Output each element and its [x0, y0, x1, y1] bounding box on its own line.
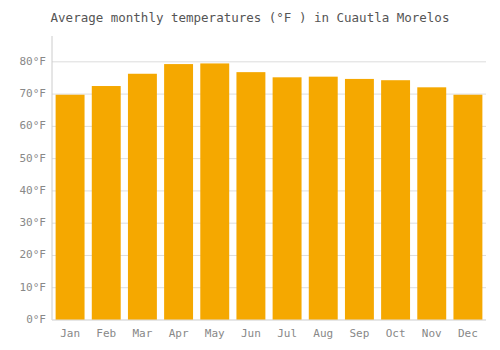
- x-tick-label: Nov: [422, 327, 442, 340]
- x-tick-label: Sep: [349, 327, 369, 340]
- grid-line: [52, 61, 486, 62]
- bar: [273, 77, 302, 320]
- x-tick-label: Jul: [277, 327, 297, 340]
- grid-line: [52, 320, 486, 321]
- bar: [453, 95, 482, 320]
- x-tick-label: Oct: [386, 327, 406, 340]
- bar: [128, 74, 157, 320]
- y-tick-label: 50°F: [20, 152, 47, 165]
- bar: [345, 79, 374, 320]
- y-tick-label: 0°F: [26, 313, 46, 326]
- bar: [309, 77, 338, 320]
- x-tick-label: Mar: [132, 327, 152, 340]
- bar: [236, 72, 265, 320]
- y-axis-line: [52, 36, 53, 320]
- x-tick-label: Apr: [169, 327, 189, 340]
- bar: [92, 86, 121, 320]
- y-tick-label: 80°F: [20, 55, 47, 68]
- x-tick-label: Feb: [96, 327, 116, 340]
- bar: [164, 64, 193, 320]
- title: Average monthly temperatures (°F ) in Cu…: [51, 10, 450, 25]
- y-tick-label: 10°F: [20, 281, 47, 294]
- y-tick-label: 70°F: [20, 87, 47, 100]
- y-tick-label: 60°F: [20, 119, 47, 132]
- x-tick-label: Jan: [60, 327, 80, 340]
- bar: [417, 87, 446, 320]
- y-tick-label: 20°F: [20, 248, 47, 261]
- bar: [200, 63, 229, 320]
- chart-svg: Average monthly temperatures (°F ) in Cu…: [0, 0, 500, 350]
- y-tick-label: 30°F: [20, 216, 47, 229]
- x-axis-line: [52, 320, 486, 321]
- page: {"chart_data": {"type": "bar", "title": …: [0, 0, 500, 350]
- bars: [56, 63, 483, 320]
- bar: [56, 95, 85, 320]
- x-tick-label: Dec: [458, 327, 478, 340]
- chart-container: Average monthly temperatures (°F ) in Cu…: [0, 0, 500, 350]
- x-tick-label: May: [205, 327, 225, 340]
- x-tick-label: Aug: [313, 327, 333, 340]
- grid: [52, 62, 486, 320]
- y-tick-label: 40°F: [20, 184, 47, 197]
- bar: [381, 80, 410, 320]
- x-tick-label: Jun: [241, 327, 261, 340]
